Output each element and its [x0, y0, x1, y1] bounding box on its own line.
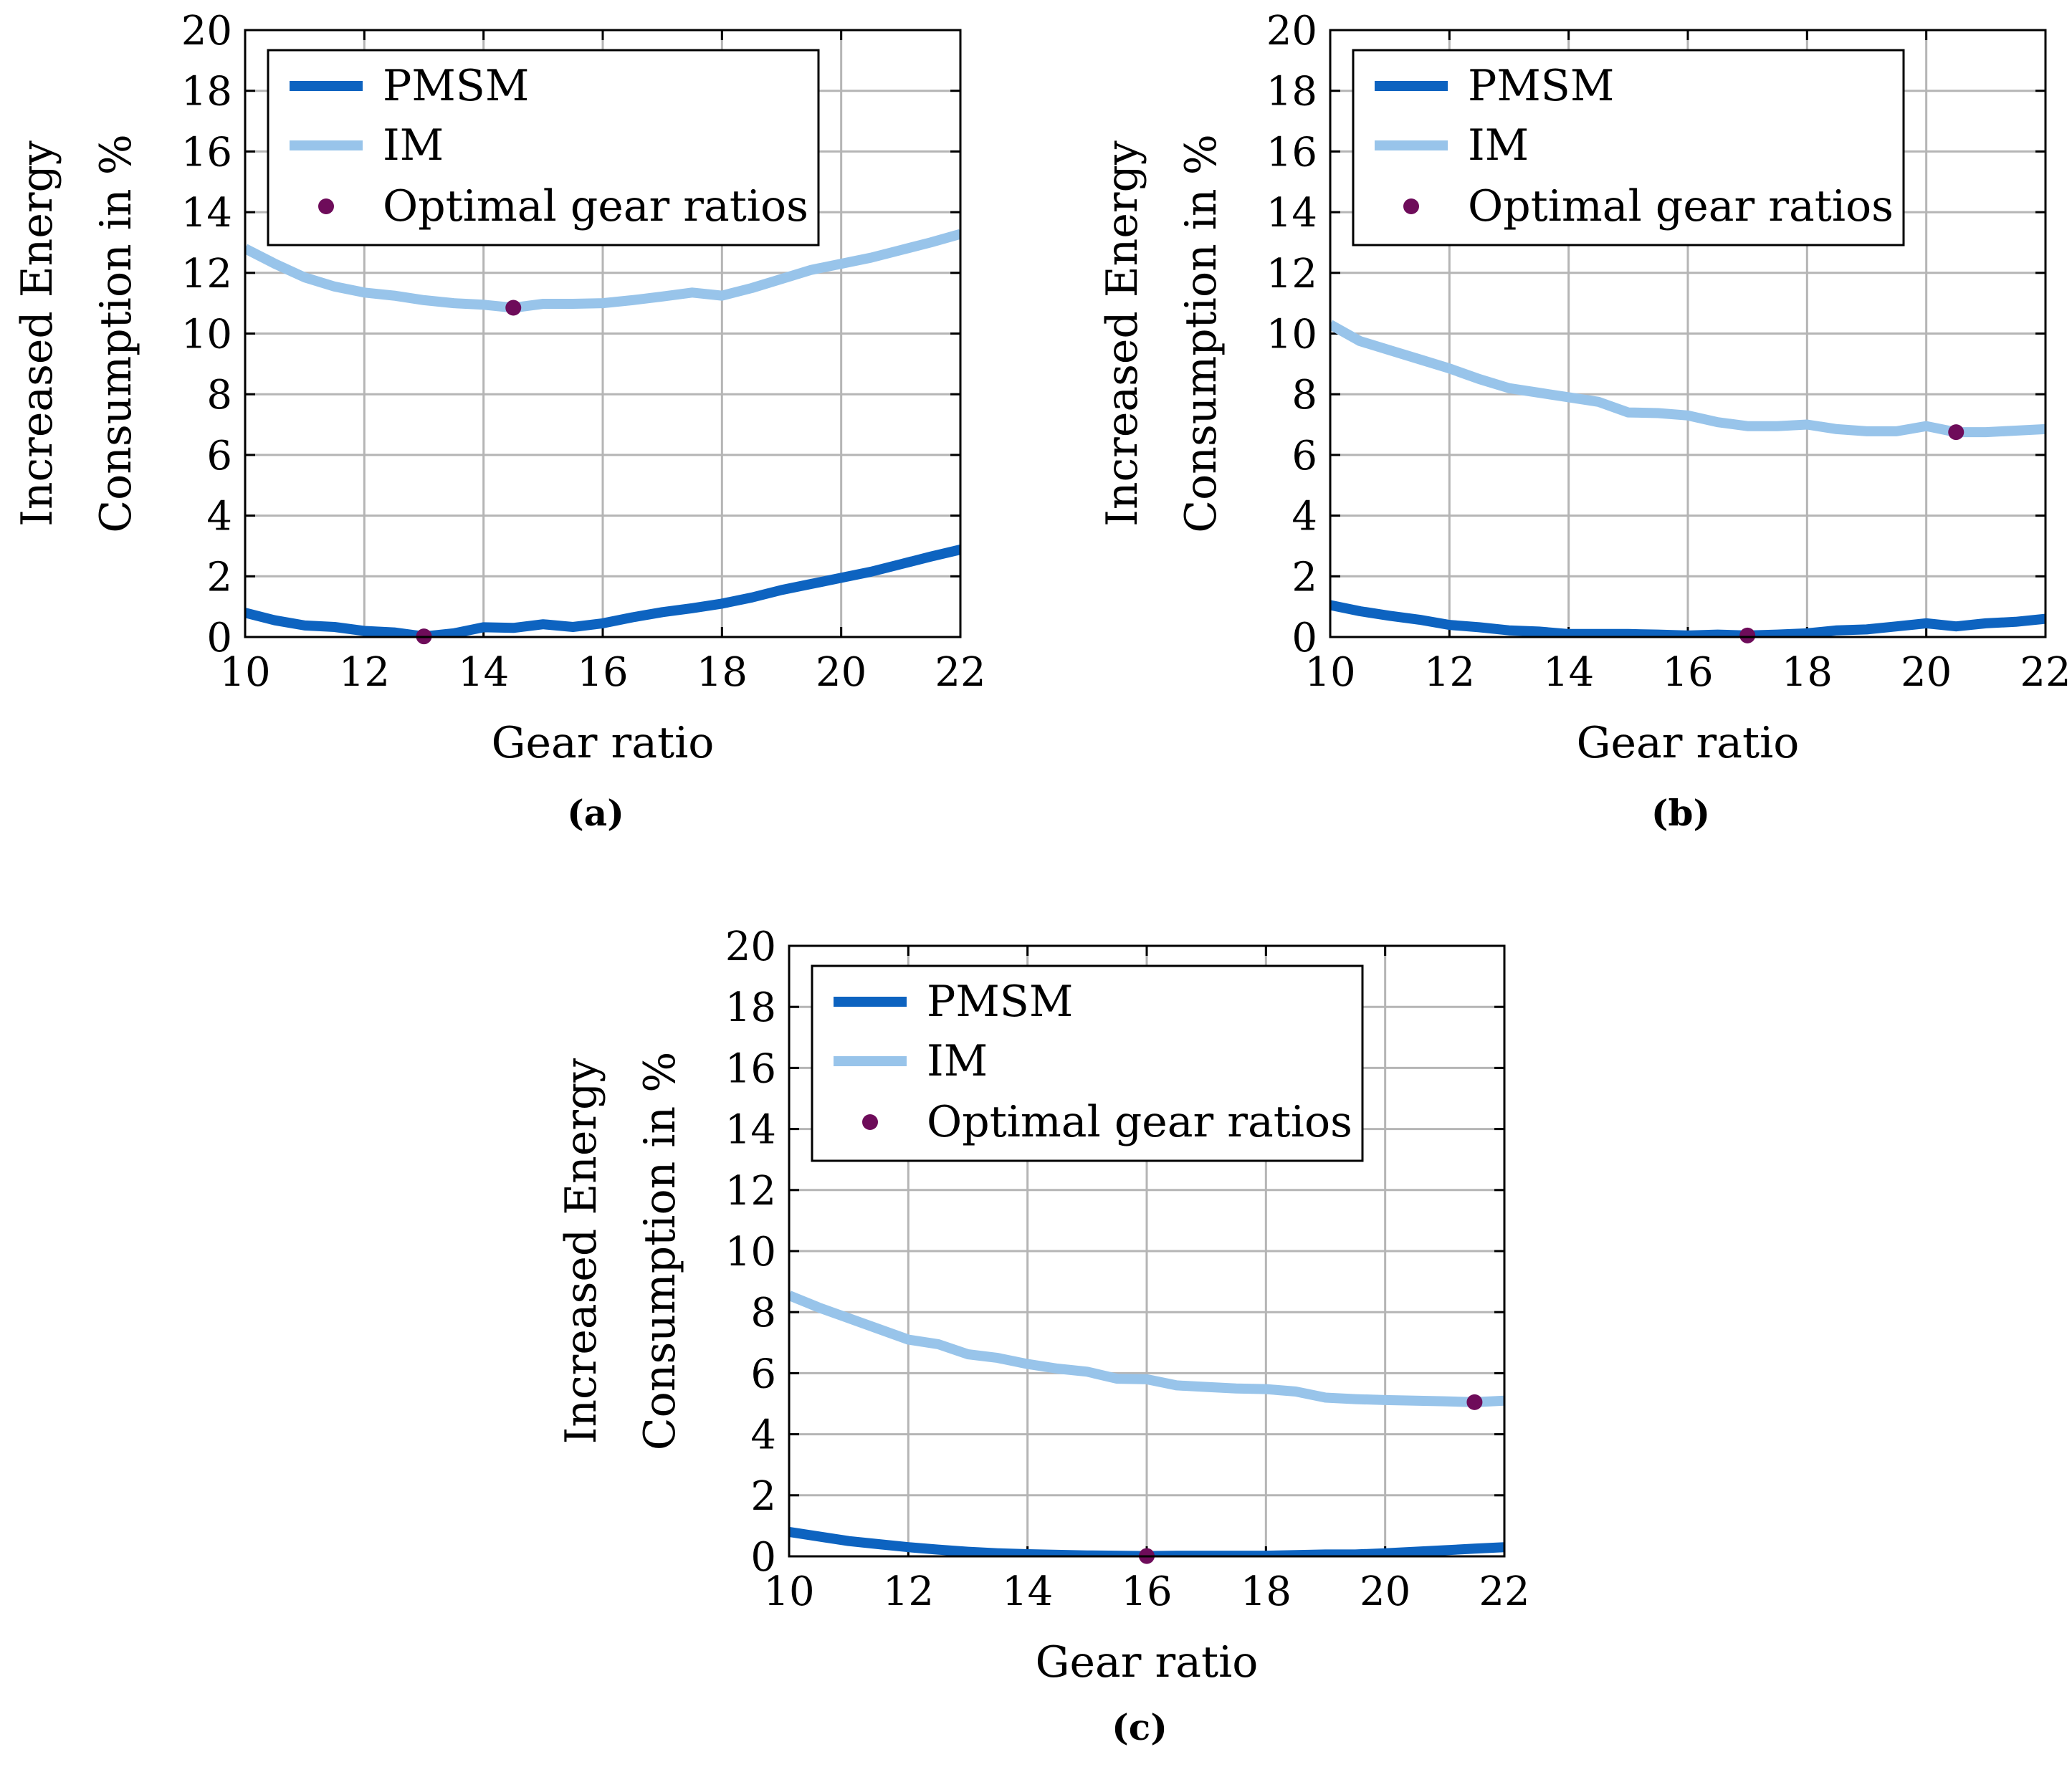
x-tick-label: 12 [339, 649, 390, 696]
legend: PMSM IM Optimal gear ratios [1352, 49, 1905, 246]
chart-b: 10 12 14 16 18 20 22 0 2 4 6 8 10 12 14 16 18 20 Gear rati… [1097, 8, 2071, 834]
y-tick-label: 0 [206, 615, 232, 661]
y-tick-label: 16 [181, 129, 232, 176]
legend-label-im: IM [927, 1036, 988, 1086]
y-axis-label-line2: Consumption in % [635, 1052, 685, 1450]
x-tick-label: 22 [1479, 1569, 1529, 1615]
x-tick-label: 12 [1424, 649, 1475, 696]
y-tick-label: 20 [725, 924, 776, 970]
y-axis-label-line2: Consumption in % [1176, 134, 1226, 532]
x-tick-label: 18 [1241, 1569, 1292, 1615]
y-tick-label: 4 [750, 1412, 776, 1459]
y-tick-label: 10 [181, 312, 232, 358]
chart-a: 10 12 14 16 18 20 22 0 2 4 6 8 10 12 14 16 18 20 Gear rati… [12, 8, 986, 834]
x-tick-label: 22 [935, 649, 985, 696]
x-tick-label: 22 [2020, 649, 2071, 696]
optimal-point [1948, 424, 1964, 441]
legend: PMSM IM Optimal gear ratios [267, 49, 820, 246]
x-tick-label: 10 [1304, 649, 1355, 696]
y-tick-label: 10 [725, 1229, 776, 1275]
legend: PMSM IM Optimal gear ratios [811, 964, 1364, 1162]
x-tick-label: 14 [458, 649, 509, 696]
x-axis-label: Gear ratio [492, 718, 715, 768]
x-tick-label: 10 [763, 1569, 814, 1615]
x-tick-label: 20 [1901, 649, 1952, 696]
legend-label-pmsm: PMSM [927, 977, 1073, 1027]
y-tick-label: 8 [1292, 372, 1317, 418]
axes-frame [1329, 29, 2047, 638]
y-axis-label-line1: Increased Energy [556, 1058, 606, 1445]
optimal-point [1466, 1394, 1483, 1410]
y-tick-label: 0 [1292, 615, 1317, 661]
x-tick-label: 20 [1360, 1569, 1410, 1615]
y-axis-label-line1: Increased Energy [12, 140, 62, 527]
y-tick-label: 14 [181, 190, 232, 236]
legend-label-optimal: Optimal gear ratios [927, 1097, 1352, 1147]
y-tick-label: 8 [750, 1290, 776, 1336]
x-tick-label: 16 [1662, 649, 1713, 696]
x-tick-label: 20 [816, 649, 866, 696]
legend-label-optimal: Optimal gear ratios [383, 181, 808, 231]
y-tick-label: 10 [1266, 312, 1317, 358]
y-tick-label: 4 [1292, 494, 1317, 540]
series-line-im [789, 1290, 1504, 1407]
y-tick-label: 6 [1292, 433, 1317, 479]
y-tick-label: 6 [206, 433, 232, 479]
y-tick-label: 16 [1266, 129, 1317, 176]
legend-label-pmsm: PMSM [1468, 61, 1614, 111]
series-line-im [245, 229, 960, 313]
y-tick-label: 2 [206, 554, 232, 600]
series-line-im [1330, 320, 2045, 438]
axes-frame [788, 944, 1506, 1558]
y-tick-label: 0 [750, 1534, 776, 1581]
x-tick-label: 14 [1543, 649, 1594, 696]
series-group [245, 229, 960, 637]
x-tick-label: 16 [1121, 1569, 1172, 1615]
y-tick-label: 14 [1266, 190, 1317, 236]
y-tick-label: 12 [1266, 251, 1317, 297]
axes-frame [244, 29, 962, 638]
optimal-point [505, 300, 522, 316]
legend-swatch-optimal [862, 1114, 878, 1130]
y-tick-label: 12 [725, 1168, 776, 1215]
y-tick-label: 16 [725, 1045, 776, 1092]
legend-label-pmsm: PMSM [383, 61, 529, 111]
y-tick-label: 4 [206, 494, 232, 540]
y-tick-label: 18 [725, 985, 776, 1031]
legend-swatch-optimal [318, 198, 334, 214]
legend-label-im: IM [383, 120, 444, 171]
y-axis-label-line1: Increased Energy [1097, 140, 1147, 527]
y-tick-label: 18 [1266, 69, 1317, 115]
legend-label-im: IM [1468, 120, 1529, 171]
x-tick-label: 14 [1002, 1569, 1053, 1615]
x-axis-label: Gear ratio [1577, 718, 1800, 768]
figure-caption: (b) [1651, 792, 1710, 834]
y-tick-label: 2 [1292, 554, 1317, 600]
y-tick-label: 18 [181, 69, 232, 115]
series-line-pmsm [245, 545, 960, 637]
x-tick-label: 16 [577, 649, 628, 696]
y-tick-label: 12 [181, 251, 232, 297]
y-tick-label: 6 [750, 1351, 776, 1397]
figure-caption: (c) [1112, 1706, 1168, 1748]
x-tick-label: 10 [219, 649, 270, 696]
y-tick-label: 20 [1266, 8, 1317, 54]
optimal-point [1739, 627, 1756, 643]
x-tick-label: 12 [883, 1569, 934, 1615]
y-tick-label: 20 [181, 8, 232, 54]
x-axis-label: Gear ratio [1036, 1637, 1259, 1687]
chart-c: 10 12 14 16 18 20 22 0 2 4 6 8 10 12 14 16 18 20 Gear rati… [556, 924, 1530, 1748]
series-line-pmsm [1330, 600, 2045, 637]
y-tick-label: 14 [725, 1107, 776, 1154]
y-axis-label-line2: Consumption in % [91, 134, 141, 532]
y-tick-label: 2 [750, 1473, 776, 1520]
figure-caption: (a) [567, 792, 624, 834]
x-tick-label: 18 [1782, 649, 1833, 696]
x-tick-label: 18 [697, 649, 748, 696]
legend-label-optimal: Optimal gear ratios [1468, 181, 1894, 231]
legend-swatch-optimal [1403, 198, 1419, 214]
series-group [1330, 320, 2045, 637]
y-tick-label: 8 [206, 372, 232, 418]
